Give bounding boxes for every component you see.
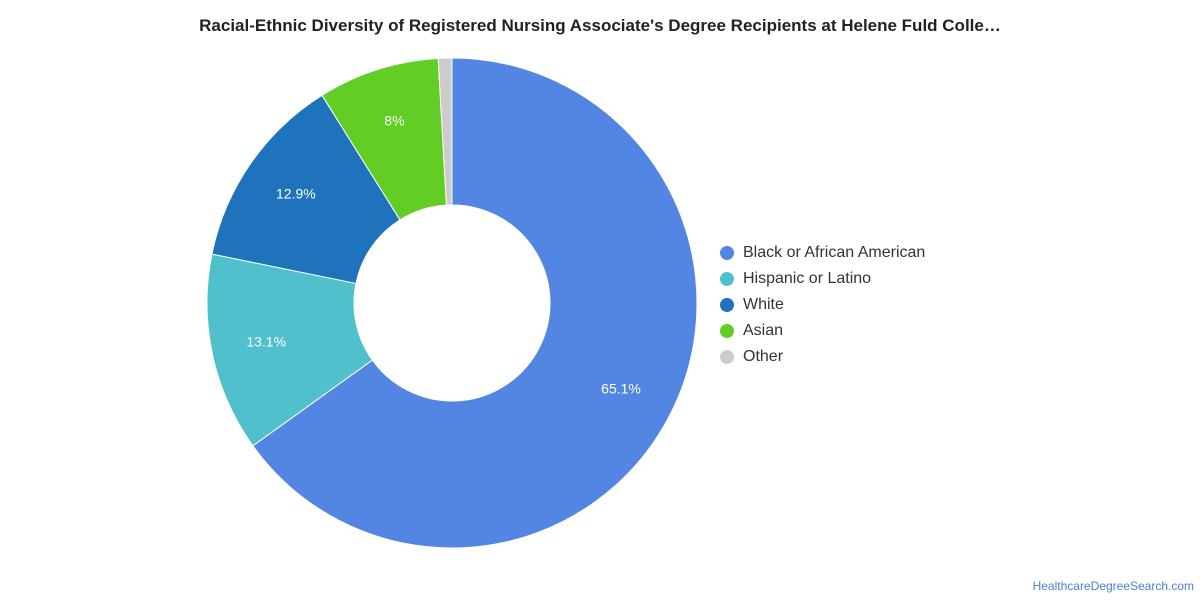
legend-label: Other (743, 348, 784, 365)
slice-other[interactable] (437, 57, 453, 206)
slice-label-hispanic-or-latino: 13.1% (246, 333, 286, 349)
slice-white[interactable] (211, 94, 401, 285)
chart-title: Racial-Ethnic Diversity of Registered Nu… (199, 16, 1001, 35)
legend: Black or African American Hispanic or La… (720, 240, 925, 370)
legend-swatch-icon (720, 246, 734, 260)
legend-swatch-icon (720, 324, 734, 338)
legend-swatch-icon (720, 272, 734, 286)
slice-label-white: 12.9% (276, 185, 316, 201)
legend-label: Black or African American (743, 244, 926, 261)
slice-label-asian: 8% (384, 113, 404, 129)
slices-layer (206, 57, 698, 549)
legend-item-white[interactable]: White (720, 292, 925, 318)
legend-item-hispanic-or-latino[interactable]: Hispanic or Latino (720, 266, 925, 292)
legend-label: White (743, 296, 784, 313)
legend-swatch-icon (720, 298, 734, 312)
source-credit-link[interactable]: HealthcareDegreeSearch.com (1032, 579, 1194, 593)
slice-black-or-african-american[interactable] (252, 57, 698, 549)
legend-label: Hispanic or Latino (743, 270, 872, 287)
slice-labels-layer: 65.1% 13.1% 12.9% 8% (246, 113, 641, 397)
legend-item-asian[interactable]: Asian (720, 318, 925, 344)
slice-label-black-or-african-american: 65.1% (601, 380, 641, 396)
legend-label: Asian (743, 322, 784, 339)
legend-item-other[interactable]: Other (720, 344, 925, 370)
legend-item-black-or-african-american[interactable]: Black or African American (720, 240, 925, 266)
slice-hispanic-or-latino[interactable] (206, 253, 374, 447)
legend-swatch-icon (720, 350, 734, 364)
